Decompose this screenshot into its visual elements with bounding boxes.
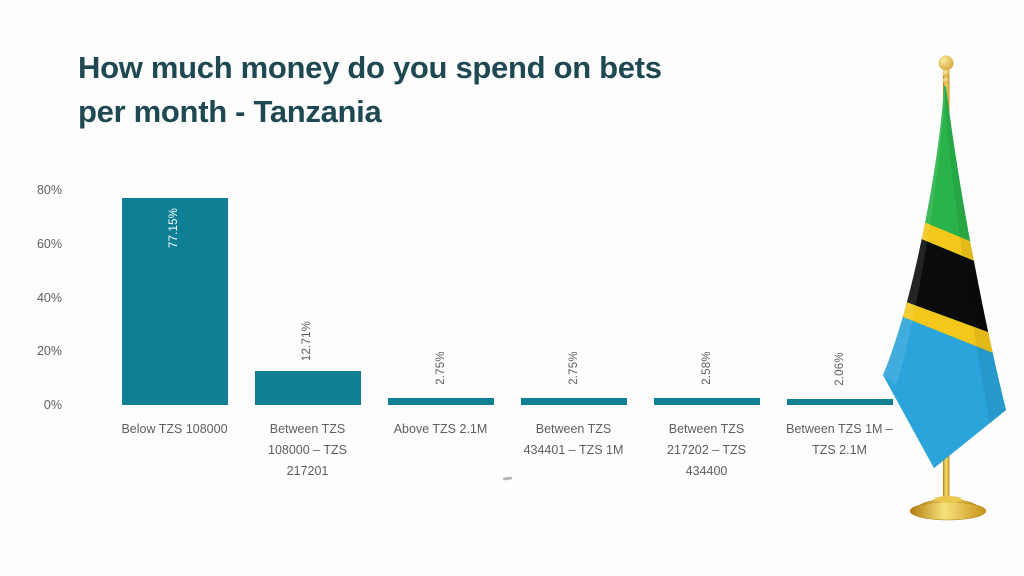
x-axis-label: Between TZS 1M – TZS 2.1M	[786, 422, 893, 457]
y-axis: 0% 20% 40% 60% 80%	[0, 0, 62, 576]
x-axis-label: Between TZS 434401 – TZS 1M	[523, 422, 624, 457]
x-axis-label: Below TZS 108000	[121, 422, 228, 436]
bar-chart-plot-area: 77.15% 12.71% 2.75% 2.75% 2.58% 2.06%	[108, 182, 906, 405]
y-axis-tick: 60%	[36, 236, 62, 251]
bar-value-label: 12.71%	[301, 320, 314, 361]
x-axis-label: Above TZS 2.1M	[393, 422, 488, 436]
y-axis-tick: 40%	[36, 290, 62, 305]
flag-base	[909, 496, 987, 521]
tanzania-flag	[883, 55, 1006, 521]
bar	[653, 398, 760, 405]
bar	[121, 197, 228, 405]
bar-value-label: 77.15%	[168, 207, 181, 248]
x-axis-label: Between TZS 108000 – TZS 217201	[268, 422, 347, 478]
flag-cloth	[883, 86, 1006, 468]
flag-finial	[938, 55, 954, 71]
x-axis-label: Between TZS 217202 – TZS 434400	[667, 422, 746, 478]
bar-value-label: 2.75%	[567, 350, 580, 385]
bar-value-label: 2.58%	[700, 351, 713, 385]
bar-value-label: 2.75%	[434, 350, 447, 385]
y-axis-tick: 20%	[36, 344, 62, 359]
chart-title: How much money do you spend on bets per …	[78, 50, 662, 129]
flag-finial-bead	[942, 69, 950, 78]
x-axis-labels: Below TZS 108000 Between TZS 108000 – TZS…	[108, 419, 906, 482]
bar	[520, 397, 627, 405]
y-axis-tick: 0%	[43, 398, 62, 412]
bar	[786, 399, 893, 405]
y-axis-tick: 80%	[36, 183, 62, 197]
bar	[254, 370, 361, 405]
flag-finial-bead	[942, 77, 950, 84]
bar	[387, 397, 494, 405]
